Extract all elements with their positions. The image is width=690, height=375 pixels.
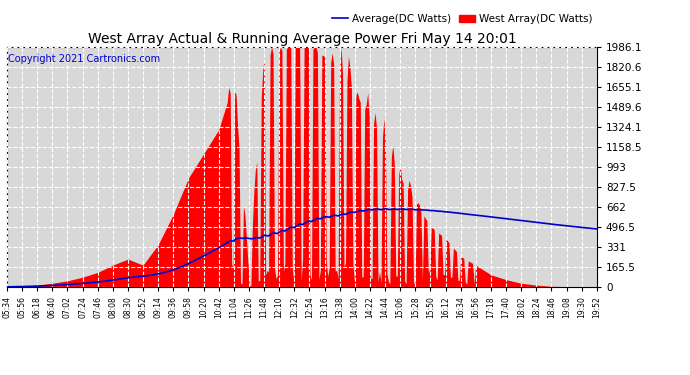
Text: Copyright 2021 Cartronics.com: Copyright 2021 Cartronics.com xyxy=(8,54,160,64)
Legend: Average(DC Watts), West Array(DC Watts): Average(DC Watts), West Array(DC Watts) xyxy=(328,10,597,28)
Title: West Array Actual & Running Average Power Fri May 14 20:01: West Array Actual & Running Average Powe… xyxy=(88,32,516,46)
